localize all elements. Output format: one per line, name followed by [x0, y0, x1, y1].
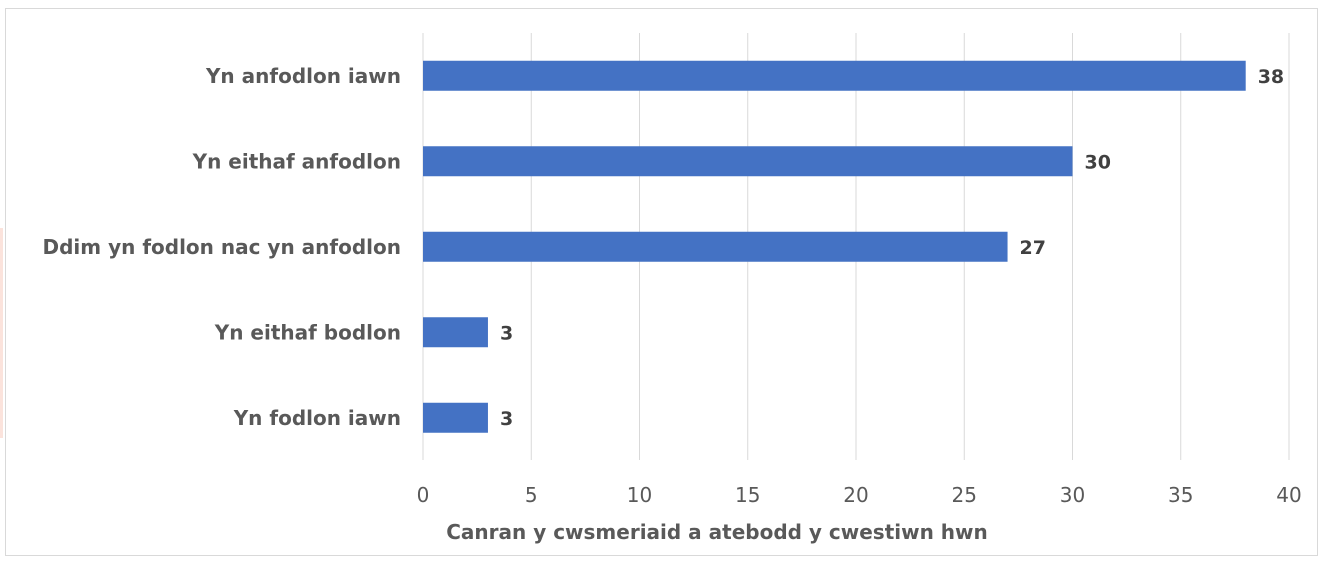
x-tick-label-30: 30 — [1060, 483, 1085, 507]
bar-2 — [423, 231, 1008, 262]
chart-frame — [5, 8, 1318, 556]
data-label-3: 3 — [500, 322, 513, 344]
category-label-0: Yn anfodlon iawn — [205, 64, 401, 88]
bar-3 — [423, 317, 488, 348]
data-labels: 38 30 27 3 3 — [500, 66, 1284, 430]
left-edge-accent — [0, 228, 3, 438]
x-tick-label-10: 10 — [627, 483, 652, 507]
bars — [423, 60, 1246, 433]
x-tick-label-35: 35 — [1168, 483, 1193, 507]
x-tick-label-20: 20 — [843, 483, 868, 507]
category-label-1: Yn eithaf anfodlon — [192, 149, 401, 173]
category-label-3: Yn eithaf bodlon — [214, 320, 401, 344]
x-tick-label-25: 25 — [952, 483, 977, 507]
x-tick-labels: 0 5 10 15 20 25 30 35 40 — [417, 483, 1302, 507]
category-label-2: Ddim yn fodlon nac yn anfodlon — [43, 235, 402, 259]
x-tick-label-5: 5 — [525, 483, 538, 507]
x-tick-label-0: 0 — [417, 483, 430, 507]
bar-4 — [423, 402, 488, 433]
data-label-1: 30 — [1085, 151, 1111, 173]
bar-0 — [423, 60, 1246, 91]
data-label-4: 3 — [500, 408, 513, 430]
x-tick-label-15: 15 — [735, 483, 760, 507]
data-label-2: 27 — [1020, 237, 1046, 259]
x-tick-label-40: 40 — [1276, 483, 1301, 507]
category-label-4: Yn fodlon iawn — [233, 406, 401, 430]
data-label-0: 38 — [1258, 66, 1284, 88]
category-labels: Yn anfodlon iawn Yn eithaf anfodlon Ddim y… — [43, 64, 402, 430]
bar-1 — [423, 146, 1073, 177]
x-axis-title: Canran y cwsmeriaid a atebodd y cwestiwn… — [446, 520, 988, 544]
